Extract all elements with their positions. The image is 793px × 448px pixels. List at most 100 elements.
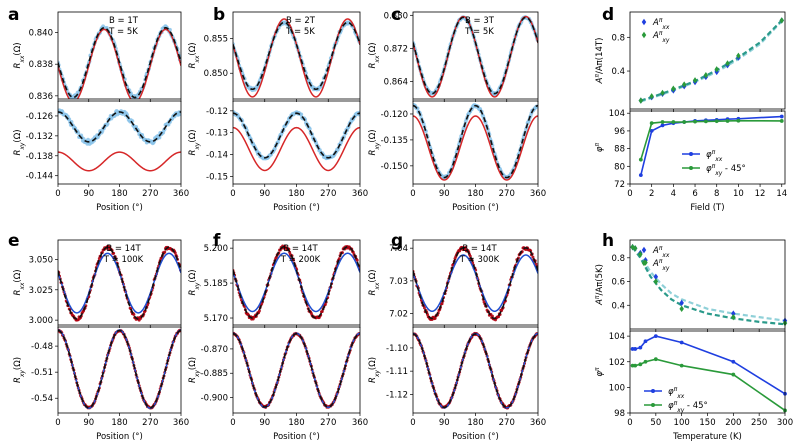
h-bottom-legend-label: φπxy - 45° [668, 400, 708, 415]
c-top-ytick-label: 0.872 [384, 44, 408, 54]
a-top-ytick-label: 0.836 [29, 92, 53, 102]
e-bottom-ytick-label: -0.48 [31, 342, 53, 352]
a-bottom-ylabel: Rxy(Ω) [13, 129, 26, 155]
b-bottom-xtick-label: 360 [352, 189, 368, 199]
h-top-point [679, 305, 684, 313]
g-bottom-xtick-label: 360 [530, 418, 546, 428]
d-bottom-point [736, 118, 741, 123]
h-bottom-legend-label: φπxx [668, 386, 685, 401]
h-bottom-point [643, 359, 648, 364]
d-bottom-point [660, 120, 665, 124]
g-top-ytick-label: 7.02 [389, 310, 408, 320]
e-top-annotation-field: B = 14T [106, 244, 141, 254]
h-top-point [679, 299, 684, 307]
d-bottom-xtick-label: 4 [671, 189, 676, 199]
d-bottom-point [682, 120, 687, 124]
d-bottom-point [714, 119, 719, 124]
g-bottom-ytick-label: -1.12 [386, 390, 408, 400]
h-top-point [632, 245, 638, 252]
e-bottom-ylabel: Rxy(Ω) [13, 357, 26, 383]
e-bottom-fit-line [58, 329, 181, 409]
e-bottom-xtick-label: 0 [55, 418, 60, 428]
b-bottom-ytick-label: -0.12 [206, 107, 228, 117]
g-top-data-point [433, 316, 437, 320]
d-top-point [779, 17, 784, 24]
b-top-ylabel: Rxx(Ω) [188, 42, 201, 68]
d-bottom-point [649, 121, 654, 126]
d-top-point [671, 85, 676, 92]
d-bottom-xtick-label: 14 [776, 189, 787, 199]
a-bottom-data-point [178, 112, 181, 117]
d-bottom-legend-label: φπxy - 45° [706, 163, 746, 178]
d-bottom-ytick-label: 72 [614, 180, 625, 190]
xlabel-f: Position (°) [273, 432, 320, 442]
d-bottom-xtick-label: 10 [733, 189, 744, 199]
d-bottom-ytick-label: 96 [614, 127, 625, 137]
b-bottom-xtick-label: 270 [320, 189, 336, 199]
b-bottom-ytick-label: -0.14 [206, 151, 228, 161]
h-top-fit-line [631, 246, 786, 322]
c-bottom-plot [413, 103, 538, 181]
f-bottom-xtick-label: 90 [259, 418, 270, 428]
d-top-point [692, 77, 698, 84]
h-top-point [653, 273, 659, 280]
g-bottom-xtick-label: 0 [410, 418, 415, 428]
c-top-plot [413, 15, 538, 98]
d-bottom-point [779, 119, 784, 123]
d-bottom-xtick-label: 8 [714, 189, 719, 199]
h-bottom-ytick-label: 98 [614, 409, 625, 419]
g-top-data-point [534, 262, 538, 266]
e-bottom-xtick-label: 90 [83, 418, 94, 428]
d-top-ylabel: Aπ/Aπ(14T) [594, 38, 606, 85]
e-top-ytick-label: 3.050 [29, 255, 53, 265]
d-bottom-xtick-label: 12 [755, 189, 766, 199]
a-bottom-ytick-label: -0.132 [26, 132, 53, 142]
a-top-model-line [58, 28, 181, 99]
f-bottom-xtick-label: 360 [352, 418, 368, 428]
e-bottom-model-line [58, 329, 181, 409]
xlabel-b: Position (°) [273, 203, 320, 213]
d-bottom-point [649, 129, 654, 133]
f-bottom-ylabel: Rxy(Ω) [188, 357, 201, 383]
f-top-annotation-temp: T = 200K [280, 255, 321, 265]
h-top-legend-marker [641, 259, 647, 267]
f-top-ytick-label: 5.200 [204, 244, 228, 254]
a-top-ylabel: Rxx(Ω) [13, 42, 26, 68]
b-bottom-xtick-label: 90 [259, 189, 270, 199]
d-top-ytick-label: 0.8 [611, 33, 625, 43]
d-bottom-point [671, 120, 676, 124]
f-bottom-xtick-label: 180 [288, 418, 304, 428]
c-bottom-ylabel: Rxy(Ω) [368, 129, 381, 155]
f-top-data-point [355, 258, 359, 262]
g-top-data-point [490, 314, 494, 318]
h-top-legend-label: Aπxx [652, 245, 670, 260]
d-top-legend-marker [641, 31, 647, 39]
h-bottom-point [731, 372, 736, 377]
h-top-point [638, 251, 643, 258]
g-bottom-ylabel: Rxy(Ω) [368, 357, 381, 383]
a-bottom-xtick-label: 0 [55, 189, 60, 199]
a-bottom-xtick-label: 90 [83, 189, 94, 199]
g-top-ytick-label: 7.04 [389, 244, 408, 254]
panel-label-a: a [8, 5, 19, 25]
h-top-point [731, 313, 736, 321]
e-top-plot [58, 244, 181, 322]
f-bottom-ytick-label: -0.870 [201, 345, 228, 355]
f-bottom-model-line [233, 332, 360, 409]
xlabel-c: Position (°) [452, 203, 499, 213]
c-bottom-xtick-label: 270 [499, 189, 515, 199]
panel-c: c 0.864 0.872 0.880 Rxx(Ω) B = 3TT = 5K -0.150… [368, 5, 546, 213]
c-top-ytick-label: 0.880 [384, 11, 408, 21]
f-bottom-ytick-label: -0.885 [201, 369, 228, 379]
b-top-fit-line [233, 21, 360, 91]
c-bottom-fit-line [413, 104, 538, 179]
c-top-fit-line [413, 16, 538, 95]
h-bottom-ylabel: φπ [594, 367, 606, 377]
c-bottom-xtick-label: 360 [530, 189, 546, 199]
f-top-ylabel: Rxy(Ω) [188, 269, 201, 295]
f-top-data-point [257, 309, 261, 313]
